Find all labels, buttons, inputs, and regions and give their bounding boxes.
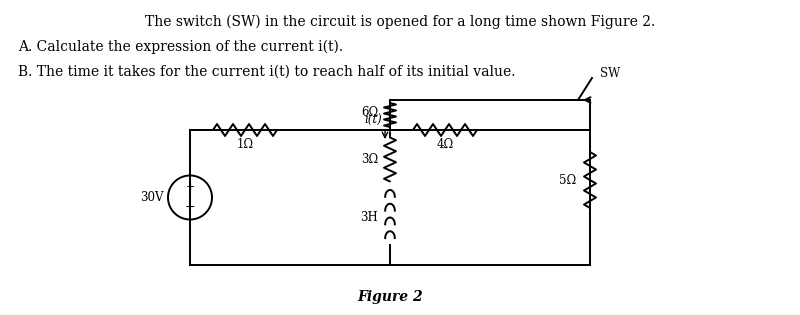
Text: A. Calculate the expression of the current i(t).: A. Calculate the expression of the curre… bbox=[18, 40, 343, 54]
Text: B. The time it takes for the current i(t) to reach half of its initial value.: B. The time it takes for the current i(t… bbox=[18, 65, 515, 79]
Text: 6Ω: 6Ω bbox=[361, 106, 378, 118]
Text: 4Ω: 4Ω bbox=[436, 138, 454, 151]
Text: +: + bbox=[186, 182, 194, 192]
Text: −: − bbox=[185, 201, 195, 214]
Text: 5Ω: 5Ω bbox=[558, 174, 576, 186]
Text: 3Ω: 3Ω bbox=[361, 153, 378, 166]
Text: SW: SW bbox=[600, 67, 620, 80]
Text: The switch (SW) in the circuit is opened for a long time shown Figure 2.: The switch (SW) in the circuit is opened… bbox=[145, 15, 655, 29]
Text: 30V: 30V bbox=[141, 191, 164, 204]
Text: 1Ω: 1Ω bbox=[237, 138, 254, 151]
Text: 3H: 3H bbox=[360, 211, 378, 224]
Text: Figure 2: Figure 2 bbox=[357, 290, 423, 304]
Text: i(t): i(t) bbox=[364, 113, 382, 126]
